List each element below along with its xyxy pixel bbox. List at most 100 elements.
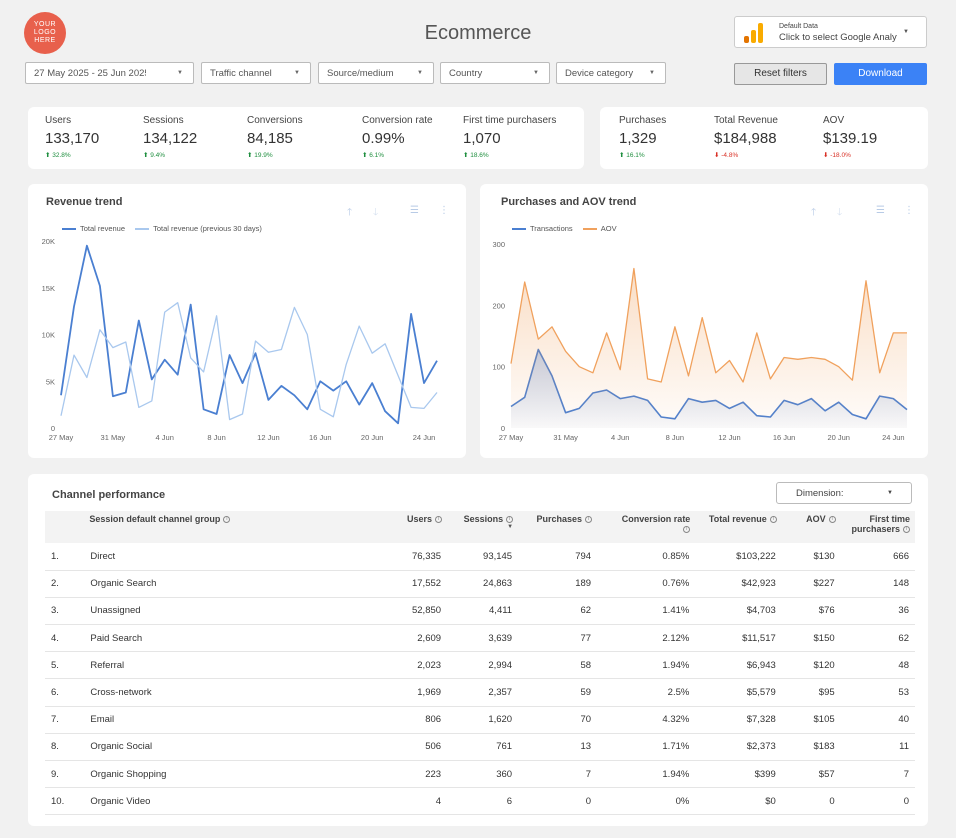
cell-channel: Cross-network [84, 678, 376, 707]
cell-sessions: 93,145 [447, 543, 519, 571]
table-row[interactable]: 2. Organic Search 17,552 24,863 189 0.76% $42,… [45, 570, 915, 598]
info-icon: i [223, 516, 231, 524]
table-row[interactable]: 7. Email 806 1,620 70 4.32% $7,328 $105 40 [45, 706, 915, 734]
date-range-picker[interactable]: 27 May 2025 - 25 Jun 2025 ▼ [25, 62, 194, 84]
cell-users: 1,969 [375, 678, 448, 707]
y-tick-label: 10K [42, 331, 55, 340]
column-header-aov[interactable]: AOV i [781, 511, 841, 543]
caret-down-icon: ▼ [903, 29, 909, 35]
chart-title: Revenue trend [46, 196, 123, 208]
series-line-aov [510, 267, 907, 383]
caret-down-icon: ▼ [417, 70, 423, 76]
filter-label: Source/medium [327, 68, 394, 79]
column-header-first-time-purchasers[interactable]: First time purchasers i [840, 511, 915, 543]
cell-revenue: $2,373 [695, 733, 782, 762]
filter-icon[interactable]: ☰ [876, 205, 885, 216]
column-header-purchases[interactable]: Purchases i [518, 511, 598, 543]
kpi-change: ⬆ 19.9% [247, 152, 273, 159]
cell-ftp: 7 [840, 760, 915, 789]
filter-icon[interactable]: ☰ [410, 205, 419, 216]
chart-legend: Transactions AOV [512, 224, 625, 233]
cell-aov: $120 [781, 651, 841, 680]
cell-aov: 0 [781, 787, 841, 816]
x-tick-label: 24 Jun [882, 433, 905, 442]
kpi-sessions: Sessions 134,122 ⬆ 9.4% [143, 115, 197, 159]
x-tick-label: 20 Jun [361, 433, 384, 442]
column-header-conversion-rate[interactable]: Conversion rate i [597, 511, 696, 543]
series-line-previous-30-days [60, 302, 438, 421]
cell-users: 4 [375, 787, 448, 816]
analytics-icon [744, 23, 764, 43]
sort-descending-icon[interactable]: 🡓 [373, 207, 379, 218]
caret-down-icon: ▼ [294, 70, 300, 76]
kpi-value: 134,122 [143, 130, 198, 147]
table-row[interactable]: 8. Organic Social 506 761 13 1.71% $2,373 $183 1… [45, 733, 915, 762]
x-tick-label: 12 Jun [257, 433, 280, 442]
table-row[interactable]: 5. Referral 2,023 2,994 58 1.94% $6,943 $120 48 [45, 651, 915, 680]
date-range-value: 27 May 2025 - 25 Jun 2025 [34, 68, 146, 79]
chart-legend: Total revenue Total revenue (previous 30… [62, 224, 270, 233]
kpi-change: ⬇ -18.0% [823, 152, 851, 159]
table-row[interactable]: 9. Organic Shopping 223 360 7 1.94% $399 $57 7 [45, 760, 915, 789]
cell-sessions: 2,994 [447, 651, 519, 680]
x-tick-label: 27 May [499, 433, 524, 442]
sort-ascending-icon[interactable]: 🡑 [811, 207, 817, 218]
kpi-aov: AOV $139.19 ⬇ -18.0% [823, 115, 877, 159]
x-tick-label: 24 Jun [413, 433, 436, 442]
cell-conv: 1.94% [597, 651, 696, 680]
column-header-channel[interactable]: Session default channel group i [84, 511, 376, 543]
kpi-label: Conversions [247, 115, 303, 126]
country-filter[interactable]: Country ▼ [440, 62, 550, 84]
legend-item: Transactions [512, 224, 573, 233]
cell-ftp: 666 [840, 543, 915, 571]
dimension-selector[interactable]: Dimension: ▼ [776, 482, 912, 504]
cell-idx: 1. [45, 543, 85, 571]
y-tick-label: 0 [501, 424, 505, 433]
table-row[interactable]: 3. Unassigned 52,850 4,411 62 1.41% $4,703 $76 3… [45, 597, 915, 626]
filter-label: Device category [565, 68, 634, 79]
cell-ftp: 53 [840, 678, 915, 707]
table-row[interactable]: 1. Direct 76,335 93,145 794 0.85% $103,222 $130… [45, 543, 915, 571]
caret-down-icon: ▼ [887, 490, 893, 496]
sort-descending-icon[interactable]: 🡓 [837, 207, 843, 218]
table-row[interactable]: 10. Organic Video 4 6 0 0% $0 0 0 [45, 787, 915, 816]
chart-title: Purchases and AOV trend [501, 196, 637, 208]
download-button[interactable]: Download [834, 63, 927, 85]
cell-aov: $183 [781, 733, 841, 762]
cell-users: 2,609 [375, 624, 448, 653]
column-header-sessions[interactable]: Sessions i ▼ [447, 511, 519, 543]
kpi-label: Conversion rate [362, 115, 433, 126]
source-medium-filter[interactable]: Source/medium ▼ [318, 62, 434, 84]
kpi-label: AOV [823, 115, 845, 126]
table-row[interactable]: 4. Paid Search 2,609 3,639 77 2.12% $11,517 $15… [45, 624, 915, 653]
filter-label: Country [449, 68, 483, 79]
cell-revenue: $103,222 [695, 543, 782, 571]
info-icon: i [585, 516, 593, 524]
cell-aov: $57 [781, 760, 841, 789]
table-row[interactable]: 6. Cross-network 1,969 2,357 59 2.5% $5,579 $95… [45, 678, 915, 707]
reset-filters-button[interactable]: Reset filters [734, 63, 827, 85]
cell-conv: 1.71% [597, 733, 696, 762]
channel-table: Session default channel group i Users i Se… [45, 511, 915, 816]
y-tick-label: 20K [42, 237, 55, 246]
more-options-icon[interactable]: ⋮ [439, 205, 449, 216]
series-line-total-revenue [60, 244, 438, 425]
channel-performance-card: Channel performance Dimension: ▼ Session… [28, 474, 928, 826]
data-source-selector[interactable]: Default Data Click to select Google Anal… [734, 16, 927, 48]
device-category-filter[interactable]: Device category ▼ [556, 62, 666, 84]
y-tick-label: 300 [492, 240, 505, 249]
cell-idx: 8. [45, 733, 85, 762]
column-header-total-revenue[interactable]: Total revenue i [695, 511, 782, 543]
kpi-label: Total Revenue [714, 115, 778, 126]
column-header-users[interactable]: Users i [375, 511, 448, 543]
traffic-channel-filter[interactable]: Traffic channel ▼ [201, 62, 311, 84]
cell-users: 52,850 [375, 597, 448, 626]
cell-idx: 7. [45, 706, 85, 734]
sort-ascending-icon[interactable]: 🡑 [347, 207, 353, 218]
legend-swatch [582, 228, 597, 231]
cell-purchases: 0 [518, 787, 598, 816]
more-options-icon[interactable]: ⋮ [904, 205, 914, 216]
cell-aov: $130 [781, 543, 841, 571]
legend-item: Total revenue [62, 224, 125, 233]
kpi-label: Sessions [143, 115, 184, 126]
